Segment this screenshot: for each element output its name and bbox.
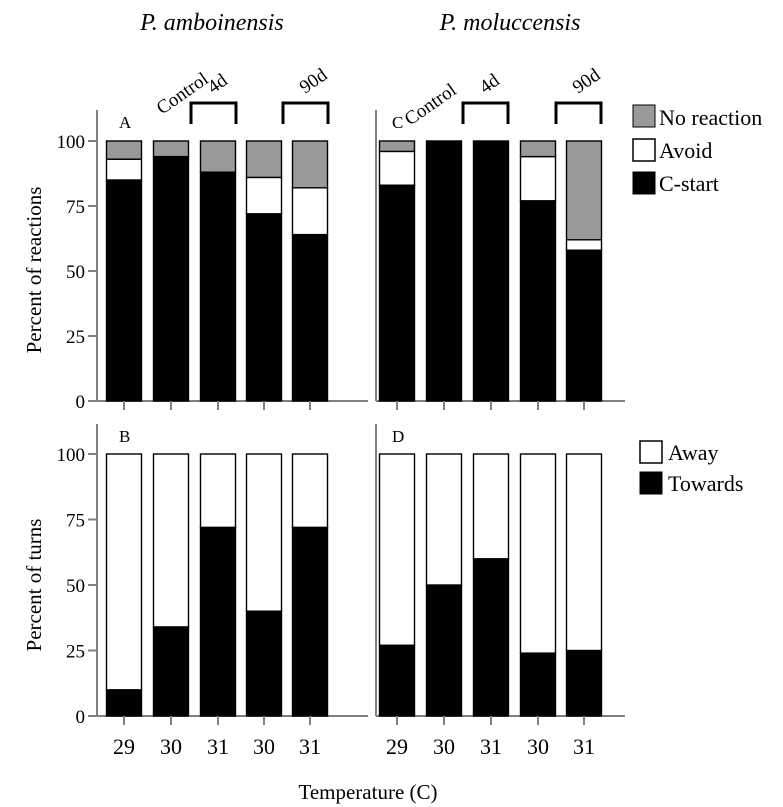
bar-c-4-no-reaction: [519, 140, 557, 158]
legend-label-no-reaction: No reaction: [659, 105, 762, 130]
bar-b-3-towards: [199, 526, 237, 717]
bar-a-1-avoid: [105, 158, 143, 181]
legend-swatch-away: [639, 440, 663, 464]
bar-c-5-no-reaction: [565, 140, 603, 241]
bar-c-1-c-start: [378, 184, 416, 402]
y-tick-label-a-50: 50: [66, 262, 85, 283]
bar-d-5-away: [565, 453, 603, 652]
bar-c-2-c-start: [425, 140, 463, 402]
treatment-label-4d-left: 4d: [204, 70, 232, 98]
bar-a-5-c-start: [291, 233, 329, 402]
legend-label-avoid: Avoid: [659, 138, 712, 163]
bar-a-3-no-reaction: [199, 140, 237, 173]
bar-c-4-avoid: [519, 155, 557, 202]
legend-label-away: Away: [668, 440, 719, 465]
y-tick-label-b-0: 0: [76, 707, 86, 728]
x-tick-label-d-1: 29: [386, 734, 408, 759]
bar-d-4-away: [519, 453, 557, 654]
bar-a-1-no-reaction: [105, 140, 143, 160]
legend-swatch-c-start: [632, 171, 656, 195]
bar-c-4-c-start: [519, 200, 557, 402]
y-tick-label-a-75: 75: [66, 197, 85, 218]
x-tick-label-d-4: 30: [527, 734, 549, 759]
y-tick-label-b-100: 100: [57, 445, 86, 466]
bar-d-3-towards: [472, 558, 510, 717]
x-tick-label-d-5: 31: [573, 734, 595, 759]
bar-c-5-c-start: [565, 249, 603, 402]
bar-d-1-away: [378, 453, 416, 646]
x-tick-label-d-2: 30: [433, 734, 455, 759]
y-tick-label-b-25: 25: [66, 642, 85, 663]
bracket-90d-right: [554, 101, 603, 124]
treatment-label-control-right: Control: [401, 80, 461, 131]
bar-a-5-avoid: [291, 187, 329, 236]
x-tick-label-b-2: 30: [160, 734, 182, 759]
bar-d-4-towards: [519, 652, 557, 717]
bars-layer: [105, 140, 603, 717]
species-title-right: P. moluccensis: [439, 10, 581, 36]
bar-b-5-away: [291, 453, 329, 529]
bar-c-3-c-start: [472, 140, 510, 402]
bar-d-5-towards: [565, 649, 603, 717]
bracket-90d-left: [281, 101, 330, 124]
legend-label-towards: Towards: [668, 471, 743, 496]
bracket-4d-left: [189, 101, 238, 124]
legend-swatch-no-reaction: [632, 104, 656, 128]
x-tick-label-b-3: 31: [207, 734, 229, 759]
x-tick-label-b-4: 30: [253, 734, 275, 759]
y-tick-label-a-25: 25: [66, 327, 85, 348]
bar-a-2-no-reaction: [152, 140, 190, 158]
bar-d-2-away: [425, 453, 463, 586]
bar-d-2-towards: [425, 584, 463, 717]
bar-b-4-towards: [245, 610, 283, 717]
bar-b-1-away: [105, 453, 143, 691]
axes-layer: 0 25 50 75 100 0 25 50 75 100 29 30 31 30 31 29 30 31 30 31: [57, 132, 596, 759]
y-tick-label-a-100: 100: [57, 132, 86, 153]
y-axis-title-top: Percent of reactions: [22, 187, 46, 354]
bar-c-5-avoid: [565, 239, 603, 251]
bar-a-3-c-start: [199, 171, 237, 402]
bar-b-4-away: [245, 453, 283, 612]
x-tick-label-b-5: 31: [299, 734, 321, 759]
bar-a-4-avoid: [245, 176, 283, 215]
panel-letter-b: B: [119, 427, 130, 446]
x-tick-label-d-3: 31: [480, 734, 502, 759]
bar-b-1-towards: [105, 689, 143, 717]
treatment-label-control-left: Control: [153, 69, 213, 120]
x-axis-title: Temperature (C): [298, 780, 437, 804]
bar-c-1-no-reaction: [378, 140, 416, 153]
y-axis-title-bottom: Percent of turns: [22, 519, 46, 652]
legend-label-c-start: C-start: [659, 171, 719, 196]
bar-a-4-no-reaction: [245, 140, 283, 179]
bar-b-2-away: [152, 453, 190, 628]
y-tick-label-b-75: 75: [66, 511, 85, 532]
bar-a-4-c-start: [245, 213, 283, 402]
panel-letter-d: D: [392, 427, 404, 446]
legend-swatch-avoid: [632, 138, 656, 162]
panel-letter-a: A: [119, 113, 132, 132]
treatment-label-4d-right: 4d: [476, 70, 504, 98]
bar-b-2-towards: [152, 626, 190, 717]
bar-c-1-avoid: [378, 150, 416, 186]
bar-d-3-away: [472, 453, 510, 560]
bar-a-2-c-start: [152, 155, 190, 402]
bar-a-5-no-reaction: [291, 140, 329, 189]
treatment-label-90d-right: 90d: [569, 64, 605, 98]
legend-swatch-towards: [639, 471, 663, 495]
y-tick-label-b-50: 50: [66, 576, 85, 597]
bar-b-5-towards: [291, 526, 329, 717]
bar-d-1-towards: [378, 644, 416, 717]
bar-a-1-c-start: [105, 179, 143, 402]
bar-b-3-away: [199, 453, 237, 529]
x-tick-label-b-1: 29: [113, 734, 135, 759]
panel-letter-c: C: [392, 113, 403, 132]
treatment-label-90d-left: 90d: [296, 64, 332, 98]
species-title-left: P. amboinensis: [139, 10, 284, 36]
bracket-4d-right: [461, 101, 510, 124]
y-tick-label-a-0: 0: [76, 392, 86, 413]
